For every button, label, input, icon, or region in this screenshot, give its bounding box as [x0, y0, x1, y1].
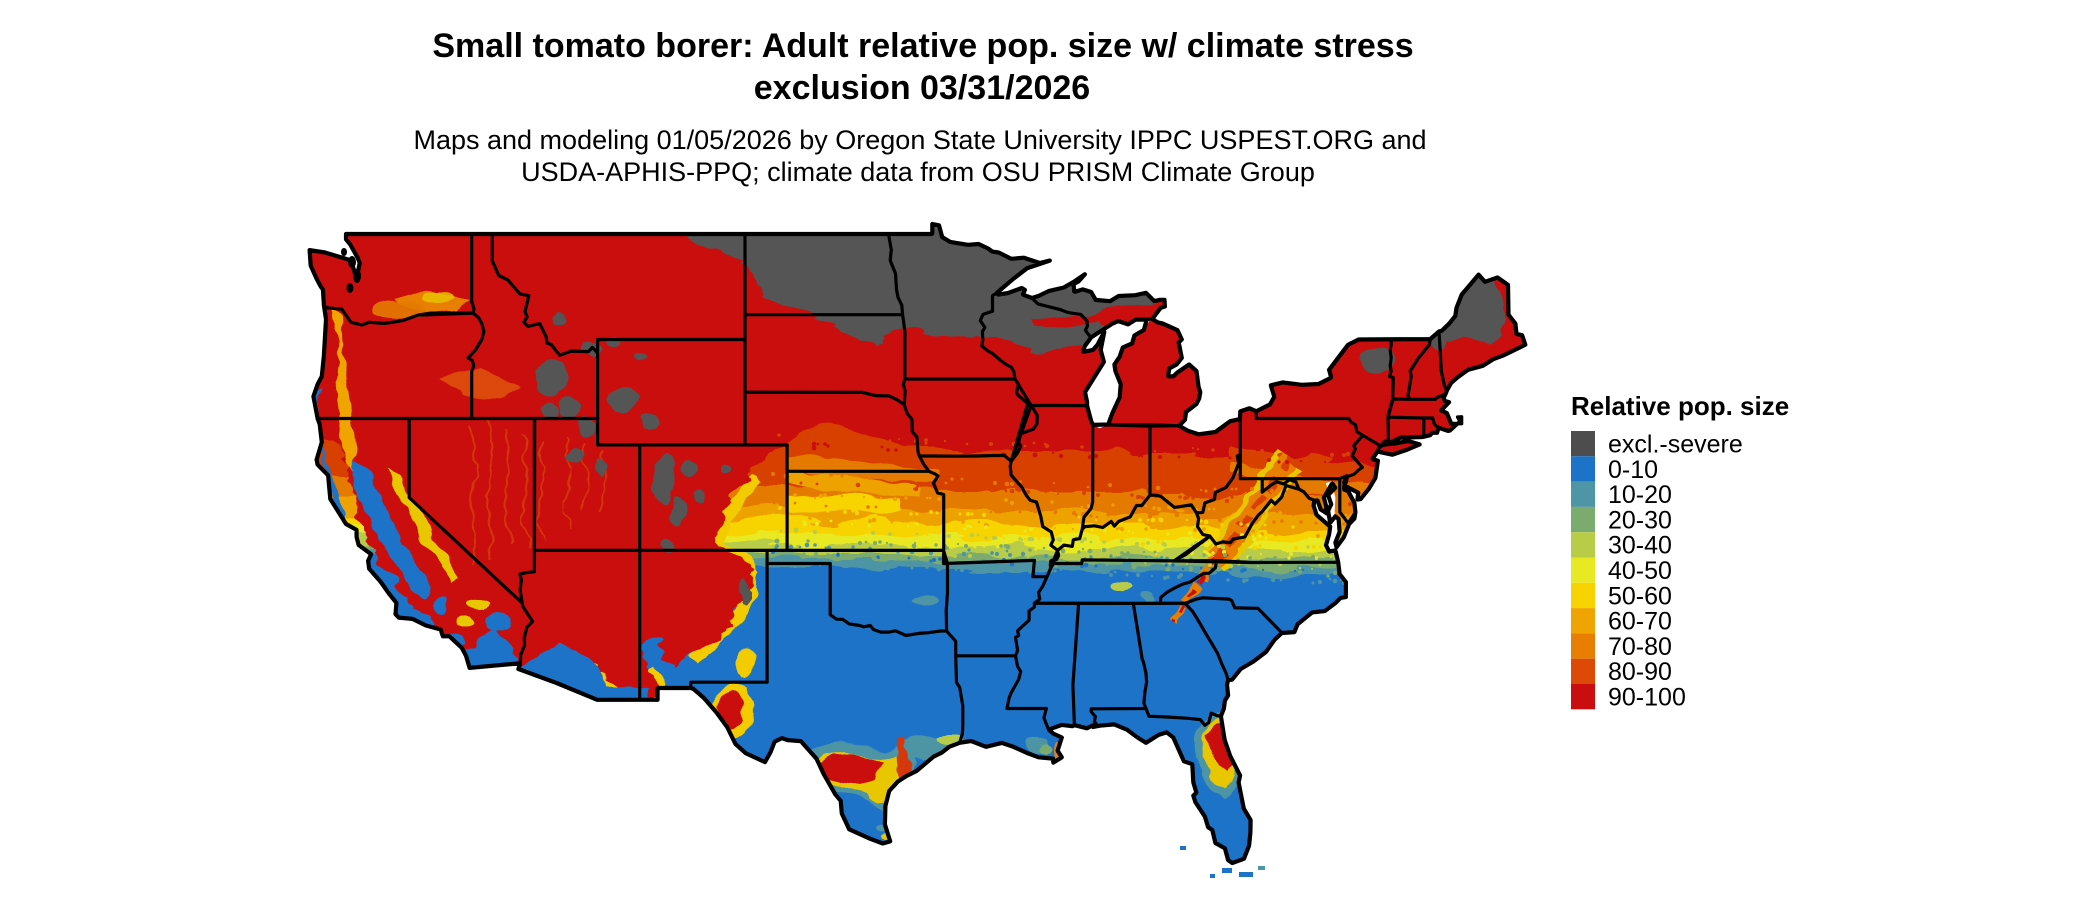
svg-text:90-100: 90-100 [1608, 684, 1686, 712]
svg-text:60-70: 60-70 [1608, 608, 1672, 636]
svg-text:excl.-severe: excl.-severe [1608, 431, 1743, 459]
svg-text:20-30: 20-30 [1608, 506, 1672, 534]
svg-text:50-60: 50-60 [1608, 582, 1672, 610]
svg-text:Maps and modeling 01/05/2026 b: Maps and modeling 01/05/2026 by Oregon S… [413, 125, 1426, 155]
svg-text:30-40: 30-40 [1608, 532, 1672, 560]
svg-text:10-20: 10-20 [1608, 481, 1672, 509]
svg-text:80-90: 80-90 [1608, 658, 1672, 686]
svg-text:70-80: 70-80 [1608, 633, 1672, 661]
svg-text:Small tomato borer: Adult rela: Small tomato borer: Adult relative pop. … [432, 27, 1413, 65]
svg-text:Relative pop. size: Relative pop. size [1571, 391, 1789, 421]
svg-text:USDA-APHIS-PPQ; climate data f: USDA-APHIS-PPQ; climate data from OSU PR… [521, 157, 1315, 187]
svg-text:40-50: 40-50 [1608, 557, 1672, 585]
svg-text:0-10: 0-10 [1608, 456, 1658, 484]
svg-text:exclusion 03/31/2026: exclusion 03/31/2026 [754, 69, 1090, 107]
